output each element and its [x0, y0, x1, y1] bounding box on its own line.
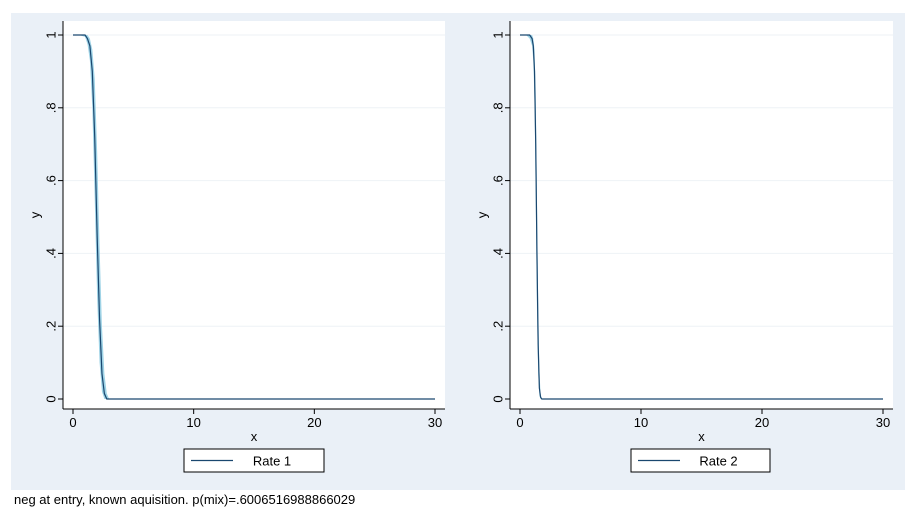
legend-box — [630, 448, 771, 473]
y-tick-label: .6 — [44, 175, 59, 186]
x-tick-label: 30 — [428, 415, 442, 430]
y-tick-label: .8 — [44, 102, 59, 113]
y-tick-label: 0 — [491, 395, 506, 402]
series-line — [520, 34, 883, 400]
graph-region: 0.2.4.6.8 1 0 10 20 30 x y Rate 1 0.2.4.6.8 1 0 10 20… — [11, 13, 905, 490]
y-tick-label: 1 — [491, 31, 506, 38]
y-tick-label: .2 — [491, 321, 506, 332]
y-tick-label: 1 — [44, 31, 59, 38]
x-tick-label: 20 — [307, 415, 321, 430]
x-tick-label: 30 — [876, 415, 890, 430]
y-axis-title: y — [28, 211, 43, 218]
x-tick-label: 0 — [516, 415, 523, 430]
x-tick-label: 10 — [634, 415, 648, 430]
legend-box — [183, 448, 325, 473]
legend-label: Rate 2 — [699, 454, 737, 469]
plot-area — [510, 21, 893, 409]
legend-label: Rate 1 — [253, 454, 291, 469]
x-axis-title: x — [251, 429, 258, 444]
x-tick-label: 20 — [755, 415, 769, 430]
x-tick-label: 10 — [186, 415, 200, 430]
y-tick-label: .4 — [491, 248, 506, 259]
plot-area — [63, 21, 445, 409]
graph-note: neg at entry, known aquisition. p(mix)=.… — [14, 492, 356, 507]
x-axis-title: x — [698, 429, 705, 444]
y-tick-label: .8 — [491, 102, 506, 113]
y-tick-label: 0 — [44, 395, 59, 402]
y-axis-title: y — [475, 211, 490, 218]
y-tick-label: .2 — [44, 321, 59, 332]
y-tick-label: .4 — [44, 248, 59, 259]
y-tick-label: .6 — [491, 175, 506, 186]
x-tick-label: 0 — [69, 415, 76, 430]
series-line — [73, 34, 435, 400]
